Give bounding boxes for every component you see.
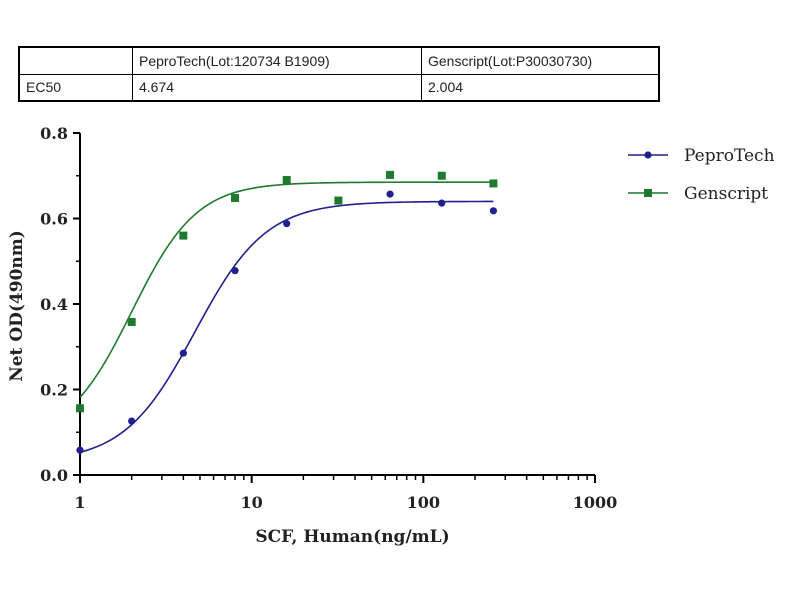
legend-label-peprotech: PeproTech [684, 146, 775, 166]
data-points [76, 170, 498, 454]
fit-curve-genscript [79, 181, 494, 398]
x-tick-label: 1 [74, 493, 85, 512]
y-tick-label: 0.2 [40, 381, 68, 400]
data-point-genscript [334, 196, 343, 205]
data-point-peprotech [283, 220, 291, 228]
data-point-genscript [179, 231, 188, 240]
data-point-genscript [76, 404, 84, 413]
x-tick-label: 1000 [573, 493, 618, 512]
data-point-genscript [282, 176, 291, 185]
legend-marker-peprotech [644, 151, 652, 159]
data-point-peprotech [128, 417, 136, 425]
y-axis-title: Net OD(490nm) [7, 230, 27, 382]
ec50-value-peprotech: 4.674 [132, 73, 422, 102]
y-tick-label: 0.4 [40, 295, 68, 314]
y-tick-label: 0.8 [40, 124, 68, 143]
data-point-genscript [231, 193, 240, 202]
data-point-genscript [437, 171, 446, 180]
ec50-table-value-row: EC50 4.674 2.004 [18, 73, 660, 102]
data-point-peprotech [231, 267, 239, 275]
x-tick-label: 100 [407, 493, 440, 512]
fit-curve-peprotech [79, 200, 494, 454]
legend-label-genscript: Genscript [684, 184, 768, 204]
data-point-peprotech [438, 199, 446, 207]
x-tick-label: 10 [241, 493, 263, 512]
y-tick-label: 0.6 [40, 210, 68, 229]
y-tick-label: 0.0 [40, 466, 68, 485]
data-point-genscript [489, 179, 498, 188]
data-point-peprotech [179, 349, 187, 357]
ec50-value-genscript: 2.004 [421, 73, 660, 102]
chart-legend: PeproTech Genscript [628, 146, 775, 204]
ec50-table-row-label: EC50 [18, 73, 133, 102]
data-point-peprotech [76, 446, 84, 454]
data-point-genscript [127, 317, 136, 326]
x-axis-title: SCF, Human(ng/mL) [255, 527, 449, 547]
data-point-peprotech [489, 207, 498, 215]
fit-curves [79, 181, 494, 454]
data-point-peprotech [386, 190, 394, 198]
chart-axes: 0.0 0.2 0.4 0.6 0.8 1 10 100 1000 [40, 124, 617, 512]
legend-marker-genscript [644, 189, 652, 197]
ec50-table-header-cell-1: PeproTech(Lot:120734 B1909) [132, 46, 422, 75]
ec50-table: PeproTech(Lot:120734 B1909) Genscript(Lo… [18, 46, 660, 102]
data-point-genscript [386, 170, 395, 179]
